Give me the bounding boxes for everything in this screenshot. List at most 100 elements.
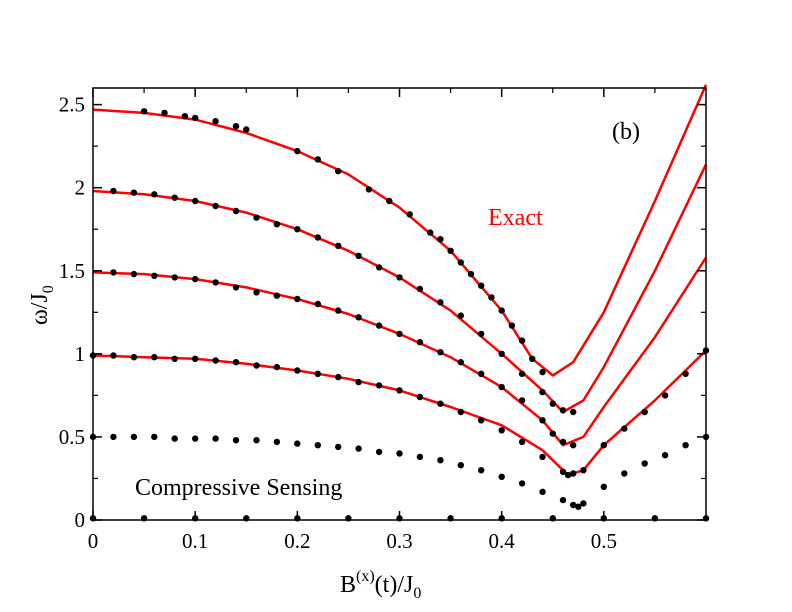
cs-point: [564, 471, 572, 479]
cs-point: [396, 330, 403, 338]
cs-point: [181, 113, 189, 120]
cs-point: [580, 467, 587, 474]
cs-point: [498, 383, 505, 391]
cs-point: [110, 352, 117, 359]
cs-point: [314, 156, 321, 163]
x-axis-title: B(x)(t)/J0: [340, 568, 421, 602]
cs-point: [570, 442, 577, 449]
cs-point: [294, 147, 301, 155]
cs-point: [437, 299, 444, 306]
cs-point: [600, 442, 607, 449]
cs-point: [539, 453, 546, 461]
cs-point: [253, 362, 260, 369]
cs-point: [447, 247, 454, 254]
cs-point: [253, 289, 260, 296]
y-tick-label: 0: [75, 508, 86, 532]
cs-point: [253, 437, 260, 444]
cs-point: [212, 435, 219, 442]
panel-label: (b): [612, 119, 640, 145]
cs-point: [518, 438, 526, 446]
cs-point: [539, 488, 546, 495]
cs-point: [559, 407, 567, 414]
cs-point: [212, 279, 219, 286]
y-tick-label: 1: [75, 342, 86, 366]
cs-point: [457, 408, 464, 416]
cs-point: [437, 457, 444, 464]
cs-point: [549, 430, 556, 437]
cs-point: [416, 339, 424, 346]
cs-point: [386, 197, 393, 205]
cs-point: [212, 118, 219, 125]
cs-point: [570, 501, 577, 509]
cs-point: [518, 480, 526, 487]
cs-point: [375, 448, 383, 456]
cs-point: [488, 294, 495, 301]
x-tick-label: 0.4: [489, 529, 516, 553]
cs-point: [575, 503, 582, 510]
cs-point: [355, 314, 362, 321]
cs-point: [641, 460, 648, 467]
cs-point: [130, 433, 138, 441]
cs-point: [559, 438, 567, 446]
cs-point: [335, 167, 342, 175]
y-axis-title-sub: 0: [40, 285, 57, 293]
cs-point: [518, 370, 526, 377]
cs-point: [232, 359, 240, 366]
cs-point: [192, 435, 199, 442]
cs-point: [130, 354, 138, 361]
y-axis-title-main: ω/J: [27, 293, 53, 325]
cs-point: [478, 370, 485, 377]
cs-point: [192, 114, 199, 122]
x-axis-title-sup: (x): [356, 568, 375, 585]
cs-point: [478, 467, 485, 474]
cs-point: [457, 462, 464, 469]
cs-point: [416, 393, 424, 401]
cs-point: [243, 126, 250, 133]
cs-point: [559, 496, 567, 504]
cs-point: [110, 269, 117, 276]
cs-point: [508, 322, 516, 329]
cs-point: [396, 387, 403, 394]
cs-point: [580, 500, 587, 507]
cs-point: [478, 417, 485, 424]
cs-point: [140, 108, 148, 115]
cs-point: [355, 378, 362, 386]
cs-point: [335, 443, 342, 451]
cs-point: [600, 483, 607, 490]
cs-point: [621, 425, 628, 432]
ticks-layer: 0 0.1 0.2 0.3 0.4 0.5 0 0.5 1 1.5 2 2.5: [59, 88, 706, 553]
cs-point: [457, 312, 464, 319]
cs-point: [661, 452, 669, 459]
cs-point: [314, 442, 321, 449]
cs-point: [151, 272, 158, 279]
cs-point: [529, 355, 536, 362]
cs-point: [192, 197, 199, 205]
cs-point: [130, 270, 138, 278]
cs-point: [375, 382, 383, 389]
cs-point: [232, 437, 240, 444]
cs-point: [171, 355, 178, 362]
cs-point: [273, 363, 281, 371]
y-axis-title: ω/J0: [27, 285, 57, 325]
cs-point: [478, 330, 485, 338]
cs-point: [273, 221, 281, 228]
cs-point: [273, 438, 281, 446]
x-tick-label: 0.5: [591, 529, 617, 553]
cs-point: [641, 408, 648, 416]
cs-point: [396, 450, 403, 457]
cs-point: [130, 189, 138, 196]
cs-point: [161, 109, 168, 117]
cs-point: [437, 236, 444, 243]
cs-point: [314, 300, 321, 308]
cs-point: [151, 433, 158, 441]
cs-point: [273, 292, 281, 299]
cs-point: [416, 453, 424, 461]
exact-curve-2: [92, 256, 708, 447]
cs-point: [232, 207, 240, 215]
cs-point: [437, 349, 444, 356]
cs-point: [621, 470, 628, 477]
cs-point: [110, 187, 117, 195]
cs-point: [355, 252, 362, 259]
cs-point: [570, 408, 577, 416]
